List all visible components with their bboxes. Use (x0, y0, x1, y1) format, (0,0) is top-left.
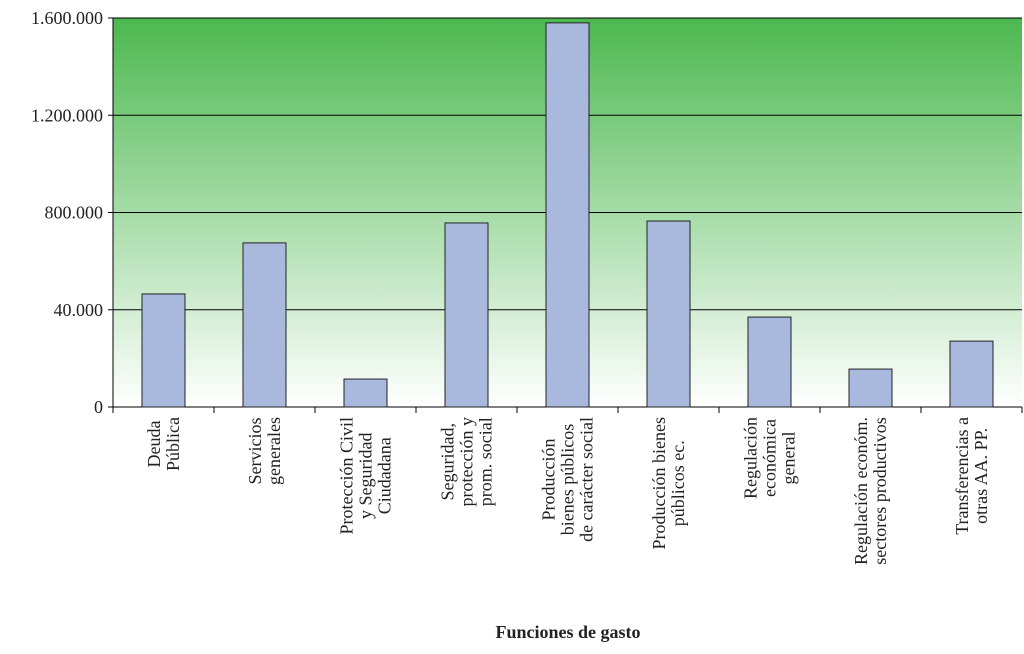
x-tick-label: prom. social (476, 417, 496, 506)
x-tick-label: Servicios (245, 417, 265, 484)
x-tick-label: Seguridad, (438, 423, 458, 500)
x-tick-label: sectores productivos (870, 417, 890, 564)
bar (545, 22, 590, 408)
x-tick-label: generales (264, 417, 284, 485)
x-tick-label: Pública (163, 417, 183, 471)
x-tick-label: Protección Civil (337, 417, 357, 534)
x-tick-label: Producción (539, 438, 559, 520)
x-tick-label: Regulación económ. (851, 417, 871, 565)
x-tick-label: Producción bienes (649, 417, 669, 549)
x-tick-label: bienes públicos (558, 424, 578, 535)
bar (444, 222, 489, 408)
x-tick-label: Transferencias a (952, 417, 972, 535)
bar (949, 340, 994, 408)
bar (343, 378, 388, 408)
x-axis-title: Funciones de gasto (495, 622, 640, 642)
x-tick-label: de carácter social (577, 417, 597, 542)
bar (141, 293, 186, 408)
bar (646, 220, 691, 408)
y-tick-label: 1.200.000 (31, 105, 103, 125)
y-tick-label: 1.600.000 (31, 8, 103, 28)
x-tick-label: públicos ec. (668, 440, 688, 526)
y-tick-label: 40.000 (54, 300, 104, 320)
x-tick-label: económica (760, 419, 780, 497)
x-tick-label: Ciudadana (375, 437, 395, 514)
bar (242, 242, 287, 408)
x-tick-label: protección y (457, 417, 477, 506)
x-tick-label: Regulación (741, 417, 761, 499)
y-tick-label: 800.000 (45, 203, 104, 223)
x-tick-label: general (779, 432, 799, 485)
y-tick-label: 0 (94, 397, 103, 417)
x-tick-label: Deuda (144, 421, 164, 468)
bar (848, 368, 893, 408)
bar (747, 316, 792, 408)
x-tick-label: y Seguridad (356, 433, 376, 519)
x-tick-label: otras AA. PP. (971, 428, 991, 524)
